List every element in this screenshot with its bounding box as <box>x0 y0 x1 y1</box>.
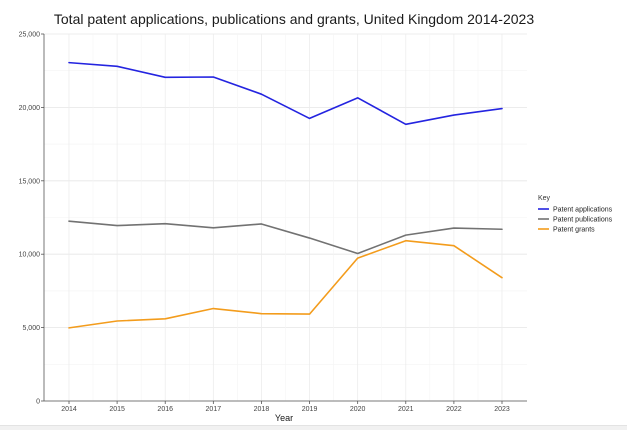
series-line-patent-publications <box>68 220 503 255</box>
x-tick-label: 2022 <box>446 406 462 413</box>
gridlines <box>44 33 527 402</box>
y-tick-label: 25,000 <box>19 32 41 39</box>
x-tick-label: 2015 <box>109 406 125 413</box>
x-tick-label: 2023 <box>494 406 510 413</box>
axes: 0 5,000 10,000 15,000 20,000 25,000 2014 2015 20… <box>19 32 527 413</box>
x-axis-title: Year <box>275 413 293 423</box>
series-lines <box>68 61 503 329</box>
x-tick-label: 2020 <box>350 406 366 413</box>
x-tick-label: 2021 <box>398 406 414 413</box>
x-tick-label: 2017 <box>206 406 222 413</box>
legend-label-patent-applications: Patent applications <box>553 207 613 214</box>
legend-title: Key <box>538 195 551 202</box>
y-tick-label: 0 <box>36 399 40 406</box>
y-tick-label: 15,000 <box>19 178 41 185</box>
y-tick-label: 10,000 <box>19 252 41 259</box>
legend-label-patent-publications: Patent publications <box>553 217 613 224</box>
legend-label-patent-grants: Patent grants <box>553 227 595 234</box>
y-tick-label: 20,000 <box>19 105 41 112</box>
bottom-divider <box>0 425 627 430</box>
x-tick-label: 2019 <box>302 406 318 413</box>
x-tick-label: 2016 <box>157 406 173 413</box>
series-line-patent-applications <box>68 61 503 126</box>
x-tick-label: 2014 <box>61 406 77 413</box>
y-tick-label: 5,000 <box>22 325 40 332</box>
series-line-patent-grants <box>68 239 503 329</box>
chart-title: Total patent applications, publications … <box>54 11 534 27</box>
x-tick-label: 2018 <box>254 406 270 413</box>
